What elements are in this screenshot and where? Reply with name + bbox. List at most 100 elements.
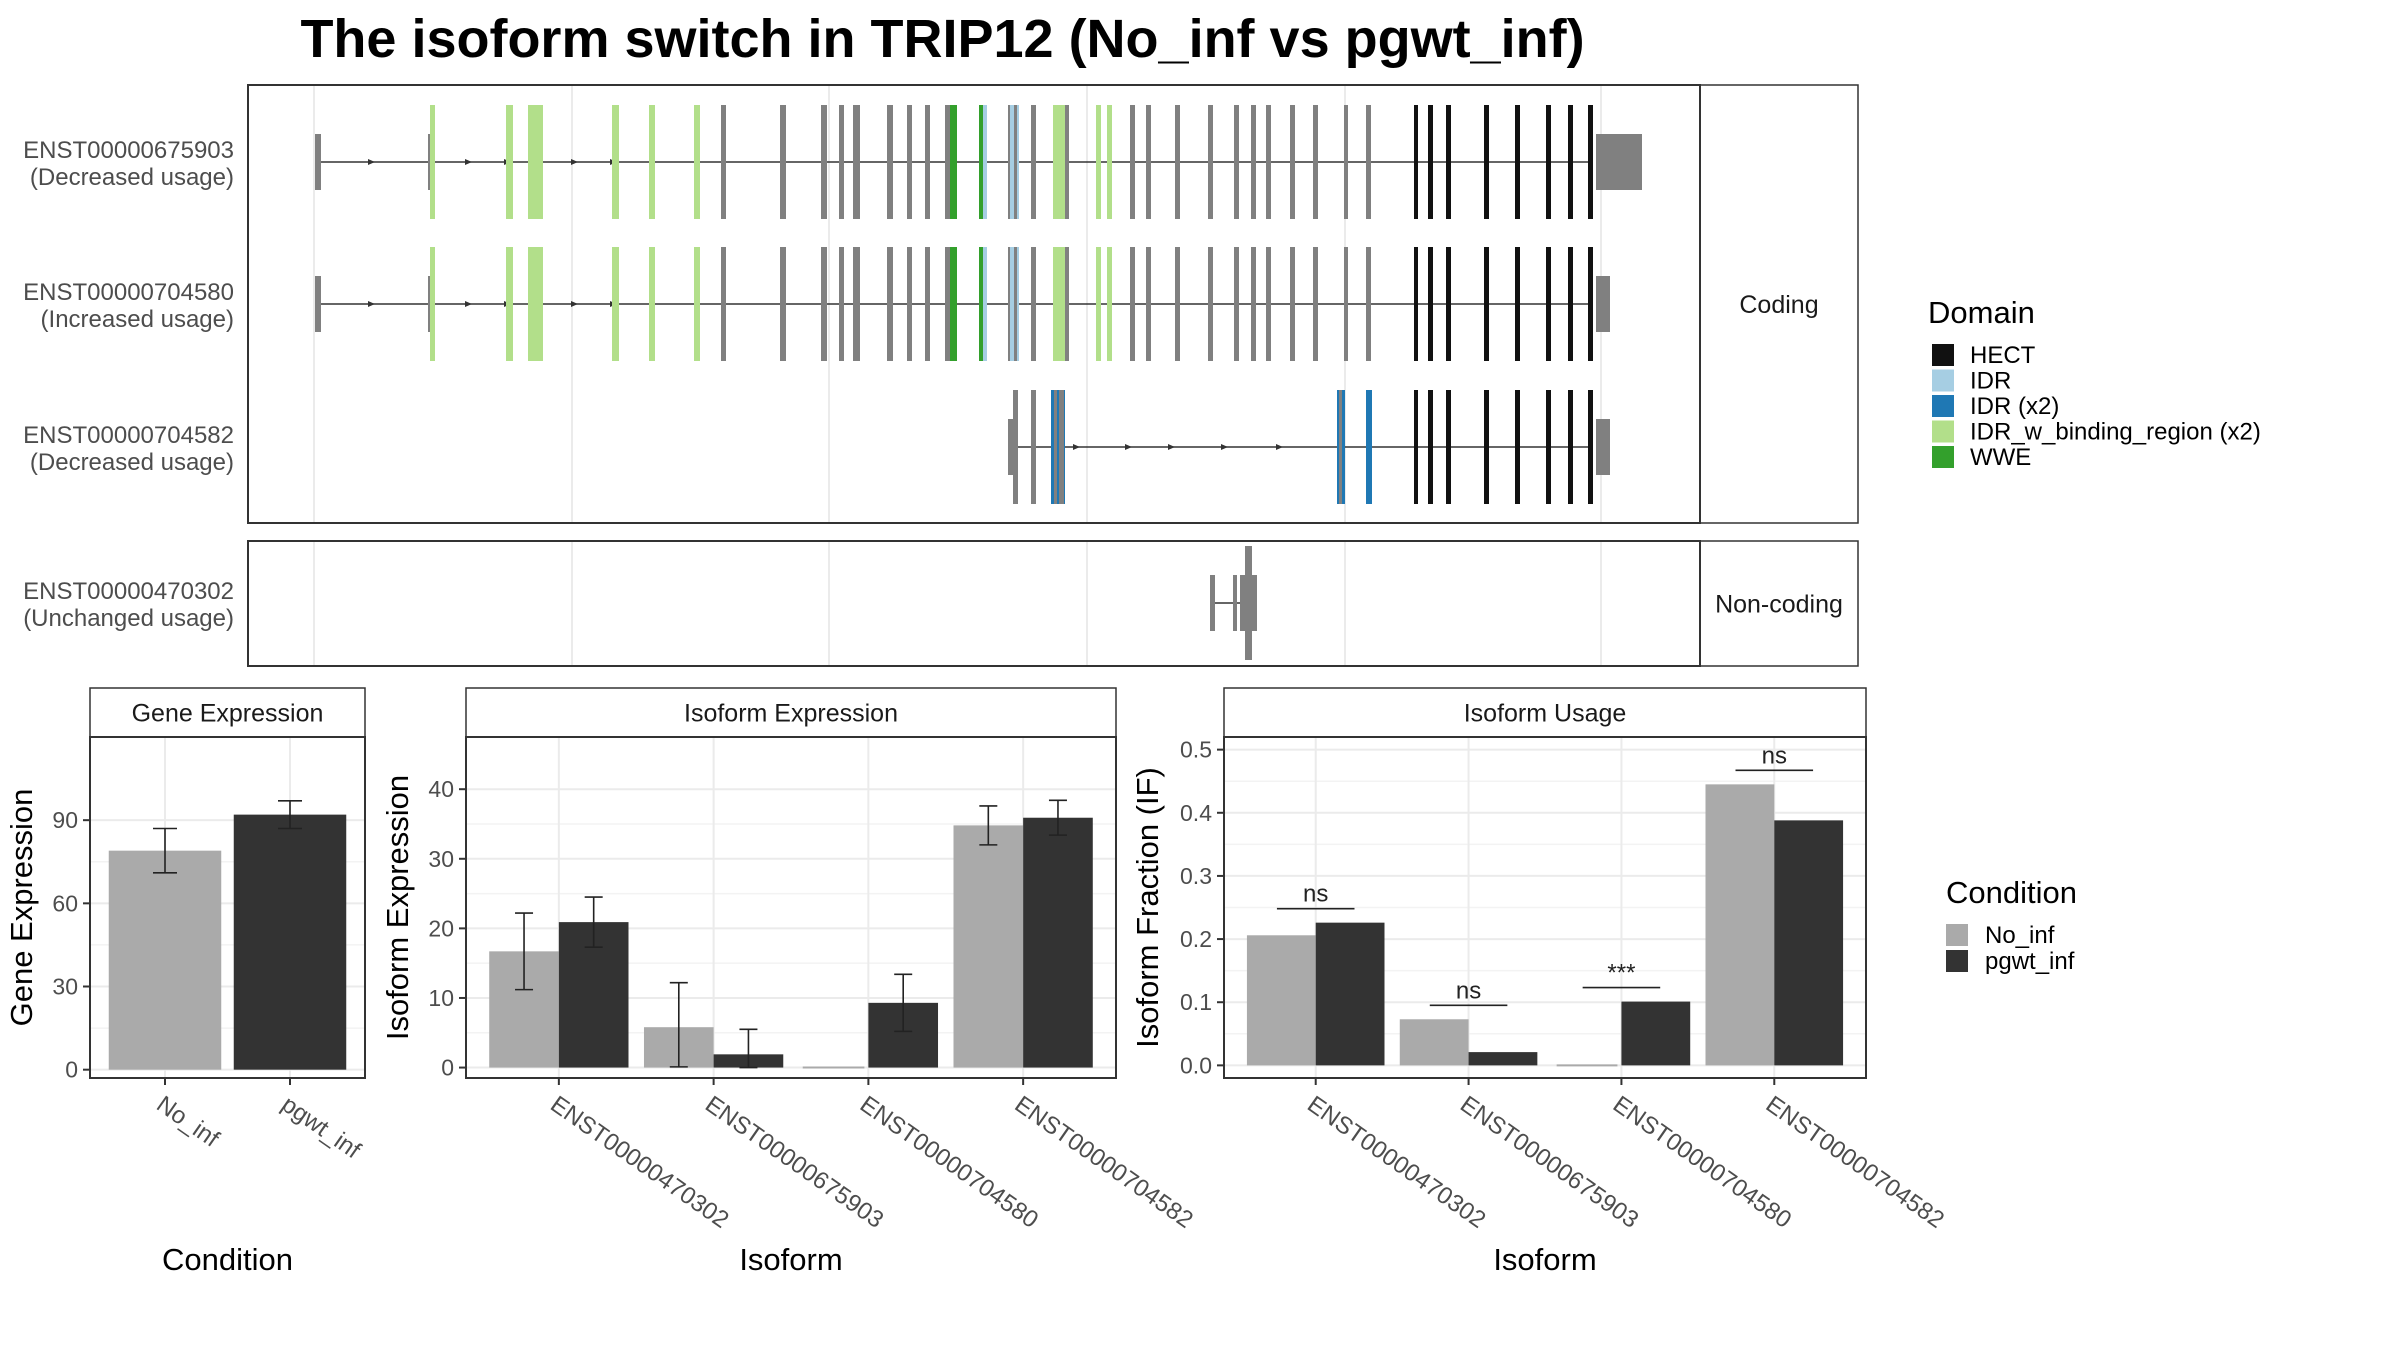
exon-block xyxy=(1175,247,1180,361)
strand-arrow xyxy=(1168,444,1175,450)
y-axis-title: Gene Expression xyxy=(4,789,39,1027)
panel-strip-title: Isoform Expression xyxy=(684,700,898,728)
exon-block xyxy=(1053,247,1065,361)
exon-block xyxy=(528,247,543,361)
exon-block xyxy=(1428,105,1433,219)
facet-strip-label: Coding xyxy=(1739,291,1818,319)
transcript-model-ENST00000675903 xyxy=(315,105,1642,219)
y-tick-label: 30 xyxy=(428,846,454,872)
exon-block xyxy=(721,247,726,361)
exon-block xyxy=(1568,105,1573,219)
exon-block xyxy=(1588,105,1593,219)
exon-block xyxy=(721,105,726,219)
x-tick-label: No_inf xyxy=(152,1091,225,1153)
exon-block xyxy=(506,105,513,219)
exon-block xyxy=(1484,247,1489,361)
y-axis-title: Isoform Expression xyxy=(380,775,415,1040)
exon-block xyxy=(1414,390,1418,504)
exon-block xyxy=(1064,247,1069,361)
y-axis-title: Isoform Fraction (IF) xyxy=(1130,767,1165,1048)
x-axis-title: Condition xyxy=(162,1242,293,1277)
y-tick-label: 0 xyxy=(65,1057,78,1083)
bar-pgwt_inf xyxy=(1315,922,1385,1066)
exon-block xyxy=(950,105,957,219)
domain-legend-label: IDR (x2) xyxy=(1970,393,2059,420)
exon-block xyxy=(1366,390,1372,504)
exon-block xyxy=(694,105,700,219)
exon-block xyxy=(1588,247,1593,361)
exon-block xyxy=(1175,105,1180,219)
exon-block xyxy=(1146,105,1151,219)
strand-arrow xyxy=(571,301,578,307)
exon-block xyxy=(1054,390,1057,504)
exon-block xyxy=(1596,276,1610,332)
exon-block xyxy=(1031,390,1036,504)
bar-No_inf xyxy=(953,825,1024,1068)
exon-block xyxy=(1008,419,1016,475)
exon-block xyxy=(1053,105,1065,219)
plot-frame xyxy=(1223,736,1867,1079)
exon-block xyxy=(887,105,893,219)
exon-block xyxy=(1428,390,1433,504)
domain-legend-swatch xyxy=(1932,446,1954,468)
transcript-usage-label: (Decreased usage) xyxy=(30,164,234,191)
strand-arrow xyxy=(1221,444,1228,450)
strand-arrow xyxy=(368,301,375,307)
domain-legend-swatch xyxy=(1932,344,1954,366)
exon-block xyxy=(1446,247,1451,361)
exon-block xyxy=(1290,105,1295,219)
domain-legend-title: Domain xyxy=(1928,295,2035,330)
exon-block xyxy=(950,247,957,361)
significance-label: *** xyxy=(1607,960,1635,987)
condition-legend-title: Condition xyxy=(1946,875,2077,910)
exon-block xyxy=(1366,247,1371,361)
exon-block xyxy=(315,134,321,190)
exon-block xyxy=(1210,575,1215,631)
exon-block xyxy=(1366,105,1371,219)
strand-arrow xyxy=(1276,444,1283,450)
exon-block xyxy=(430,247,435,361)
exon-block xyxy=(649,247,655,361)
exon-block xyxy=(1059,390,1064,504)
panel-strip xyxy=(1223,687,1867,738)
exon-block xyxy=(853,105,860,219)
x-axis-title: Isoform xyxy=(739,1242,842,1277)
exon-block xyxy=(1290,247,1295,361)
exon-block xyxy=(1588,390,1593,504)
strand-arrow xyxy=(465,301,472,307)
strand-arrow xyxy=(571,159,578,165)
panel-strip-title: Isoform Usage xyxy=(1464,700,1627,728)
isoform-usage-chart: Isoform Usage 0.0 0.1 0.2 0.3 0.4 0.5 ns ns *** ns… xyxy=(1130,687,1949,1277)
y-tick-label: 0 xyxy=(441,1055,454,1081)
exon-block xyxy=(1546,105,1551,219)
exon-block xyxy=(1014,247,1017,361)
exon-block xyxy=(1096,105,1101,219)
exon-block xyxy=(1414,247,1418,361)
bar-No_inf xyxy=(1399,1019,1469,1066)
y-tick-label: 0.4 xyxy=(1180,800,1212,826)
bar-No_inf xyxy=(1246,935,1316,1066)
condition-legend-label: pgwt_inf xyxy=(1985,948,2075,975)
bar-No_inf xyxy=(108,850,222,1070)
exon-block xyxy=(1596,134,1642,190)
bar-pgwt_inf xyxy=(1774,820,1844,1066)
exon-block xyxy=(1096,247,1101,361)
exon-block xyxy=(983,105,987,219)
exon-block xyxy=(1596,419,1610,475)
domain-legend-swatch xyxy=(1932,395,1954,417)
exon-block xyxy=(821,105,827,219)
exon-block xyxy=(925,247,930,361)
transcript-panel-frame xyxy=(247,84,1701,524)
exon-block xyxy=(925,105,930,219)
strand-arrow xyxy=(368,159,375,165)
exon-block xyxy=(945,247,951,361)
exon-block xyxy=(839,105,844,219)
exon-block xyxy=(1031,247,1036,361)
exon-block xyxy=(1568,247,1573,361)
condition-legend-swatch xyxy=(1946,924,1968,946)
exon-block xyxy=(1414,105,1418,219)
exon-block xyxy=(780,105,786,219)
